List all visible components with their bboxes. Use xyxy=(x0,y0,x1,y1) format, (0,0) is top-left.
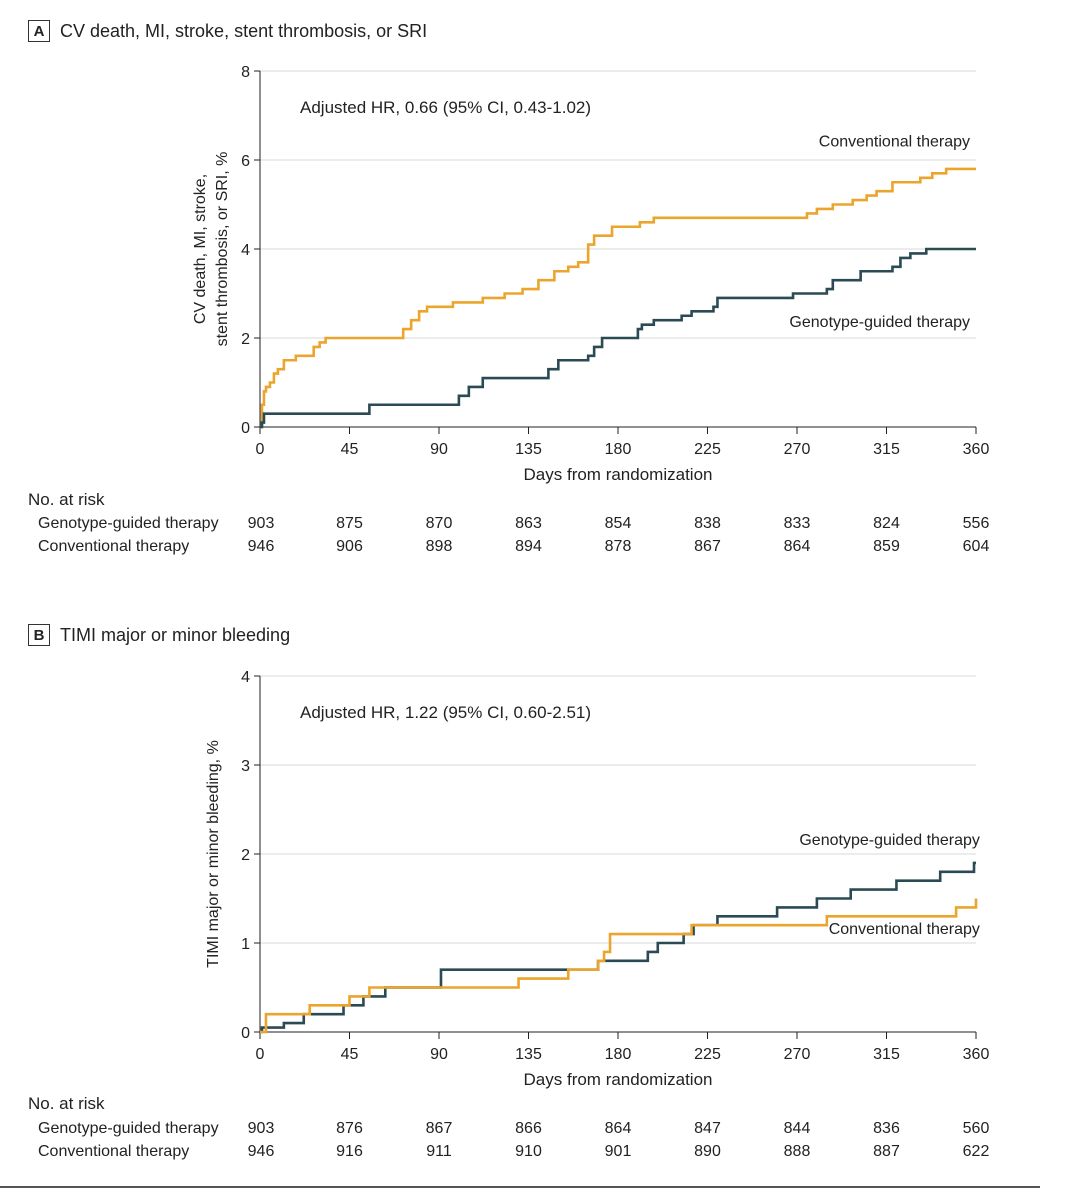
y-tick-label: 0 xyxy=(241,420,250,437)
risk-value: 833 xyxy=(783,515,811,532)
x-tick-label: 180 xyxy=(605,441,632,458)
risk-value: 836 xyxy=(873,1120,900,1137)
panel-b-risk-row-genotype: Genotype-guided therapy xyxy=(38,1120,219,1137)
y-tick-label: 0 xyxy=(241,1025,250,1042)
series-line-conventional-therapy xyxy=(260,167,976,429)
risk-value: 916 xyxy=(336,1143,363,1160)
y-tick-label: 1 xyxy=(241,936,250,953)
panel-a-risk-title: No. at risk xyxy=(28,490,105,509)
risk-value: 876 xyxy=(336,1120,363,1137)
panel-b-header: B TIMI major or minor bleeding xyxy=(28,624,290,646)
y-tick-label: 2 xyxy=(241,847,250,864)
hazard-ratio-annotation: Adjusted HR, 1.22 (95% CI, 0.60-2.51) xyxy=(300,703,591,722)
y-axis-label: CV death, MI, stroke, xyxy=(192,174,209,324)
panel-b: B TIMI major or minor bleeding 0 1 2 3 4 0 45 9… xyxy=(0,600,1065,1200)
risk-value: 854 xyxy=(604,515,632,532)
risk-value: 890 xyxy=(694,1143,721,1160)
risk-value: 887 xyxy=(873,1143,900,1160)
risk-value: 910 xyxy=(515,1143,542,1160)
panel-a-chart: 0 2 4 6 8 0 45 90 135 180 225 270 315 360 Days from ra… xyxy=(192,64,990,484)
x-tick-label: 270 xyxy=(784,1046,811,1063)
panel-b-risk-title: No. at risk xyxy=(28,1094,105,1113)
panel-a-title: CV death, MI, stroke, stent thrombosis, … xyxy=(60,20,428,41)
risk-value: 838 xyxy=(694,515,721,532)
x-tick-label: 90 xyxy=(430,1046,448,1063)
panel-b-chart: 0 1 2 3 4 0 45 90 135 180 225 270 315 360 Days from ra… xyxy=(205,669,990,1089)
hazard-ratio-annotation: Adjusted HR, 0.66 (95% CI, 0.43-1.02) xyxy=(300,98,591,117)
x-tick-label: 45 xyxy=(341,1046,359,1063)
x-tick-label: 270 xyxy=(784,441,811,458)
y-tick-label: 8 xyxy=(241,64,250,81)
panel-a-risk-row-conventional: Conventional therapy xyxy=(38,538,190,555)
series-line-conventional-therapy xyxy=(260,898,978,1034)
risk-value: 867 xyxy=(425,1120,453,1137)
risk-value: 898 xyxy=(425,538,453,555)
risk-value: 864 xyxy=(783,538,811,555)
risk-value: 847 xyxy=(694,1120,721,1137)
series-line-genotype-guided-therapy xyxy=(260,247,976,429)
series-label-genotype-guided-therapy: Genotype-guided therapy xyxy=(799,832,980,849)
x-tick-label: 225 xyxy=(694,441,721,458)
y-tick-label: 4 xyxy=(241,669,250,686)
risk-value: 870 xyxy=(425,515,453,532)
x-axis-label: Days from randomization xyxy=(524,1070,713,1089)
risk-value: 878 xyxy=(604,538,632,555)
x-tick-label: 90 xyxy=(430,441,448,458)
y-tick-label: 3 xyxy=(241,758,250,775)
risk-value: 894 xyxy=(515,538,542,555)
panel-b-letter: B xyxy=(28,624,50,646)
x-tick-label: 0 xyxy=(256,1046,265,1063)
risk-value: 560 xyxy=(962,1120,990,1137)
y-axis-label: TIMI major or minor bleeding, % xyxy=(205,740,222,968)
series-label-genotype-guided-therapy: Genotype-guided therapy xyxy=(789,314,970,331)
risk-value: 604 xyxy=(962,538,990,555)
risk-value: 622 xyxy=(962,1143,990,1160)
x-tick-label: 315 xyxy=(873,1046,900,1063)
risk-value: 864 xyxy=(604,1120,632,1137)
risk-value: 946 xyxy=(247,1143,275,1160)
x-tick-label: 360 xyxy=(963,1046,990,1063)
risk-value: 844 xyxy=(783,1120,811,1137)
series-label-conventional-therapy: Conventional therapy xyxy=(829,921,980,938)
risk-value: 946 xyxy=(247,538,275,555)
series-label-conventional-therapy: Conventional therapy xyxy=(819,134,970,151)
risk-value: 888 xyxy=(783,1143,811,1160)
panel-a-header: A CV death, MI, stroke, stent thrombosis… xyxy=(28,20,427,42)
panel-a: A CV death, MI, stroke, stent thrombosis… xyxy=(28,20,990,555)
y-tick-label: 2 xyxy=(241,331,250,348)
x-tick-label: 225 xyxy=(694,1046,721,1063)
x-axis-label: Days from randomization xyxy=(524,465,713,484)
y-tick-label: 4 xyxy=(241,242,250,259)
panel-a-risk-row-genotype: Genotype-guided therapy xyxy=(38,515,219,532)
risk-value: 556 xyxy=(962,515,990,532)
bottom-divider xyxy=(0,1186,1040,1188)
risk-value: 867 xyxy=(694,538,721,555)
x-tick-label: 135 xyxy=(515,1046,542,1063)
panel-b-risk-row-conventional: Conventional therapy xyxy=(38,1143,190,1160)
x-tick-label: 360 xyxy=(963,441,990,458)
risk-value: 859 xyxy=(873,538,900,555)
x-tick-label: 315 xyxy=(873,441,900,458)
x-tick-label: 45 xyxy=(341,441,359,458)
risk-value: 903 xyxy=(247,515,275,532)
risk-value: 903 xyxy=(247,1120,275,1137)
x-tick-label: 0 xyxy=(256,441,265,458)
panel-b-title: TIMI major or minor bleeding xyxy=(60,624,291,645)
x-tick-label: 180 xyxy=(605,1046,632,1063)
x-tick-label: 135 xyxy=(515,441,542,458)
risk-value: 901 xyxy=(604,1143,632,1160)
y-axis-label: stent thrombosis, or SRI, % xyxy=(214,152,231,347)
risk-value: 866 xyxy=(515,1120,542,1137)
series-line-genotype-guided-therapy xyxy=(260,861,976,1034)
risk-value: 863 xyxy=(515,515,542,532)
risk-value: 911 xyxy=(426,1143,452,1160)
y-tick-label: 6 xyxy=(241,153,250,170)
panel-a-letter: A xyxy=(28,20,50,42)
risk-value: 875 xyxy=(336,515,363,532)
risk-value: 824 xyxy=(873,515,900,532)
risk-value: 906 xyxy=(336,538,363,555)
